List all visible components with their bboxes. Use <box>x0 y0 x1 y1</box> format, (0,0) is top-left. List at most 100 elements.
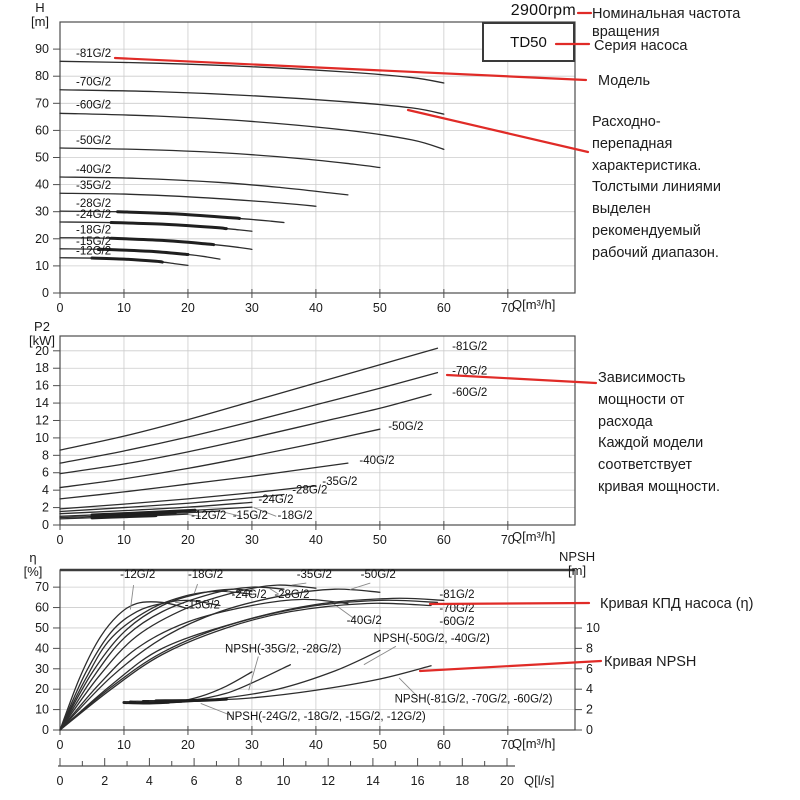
svg-text:20: 20 <box>35 682 49 696</box>
svg-text:70: 70 <box>35 96 49 110</box>
svg-text:-15G/2: -15G/2 <box>76 236 111 248</box>
svg-text:-18G/2: -18G/2 <box>278 510 313 522</box>
svg-text:90: 90 <box>35 42 49 56</box>
svg-text:70: 70 <box>501 301 515 315</box>
svg-text:30: 30 <box>35 662 49 676</box>
svg-text:-24G/2: -24G/2 <box>231 589 266 601</box>
svg-text:50: 50 <box>35 151 49 165</box>
svg-text:60: 60 <box>437 738 451 752</box>
callout-power-note: Зависимость мощности от расхода Каждой м… <box>598 370 721 495</box>
svg-text:12: 12 <box>35 413 49 427</box>
svg-text:20: 20 <box>181 301 195 315</box>
svg-text:[m]: [m] <box>568 563 586 578</box>
callout-series-label: Серия насоса <box>594 38 688 54</box>
svg-text:0: 0 <box>586 723 593 737</box>
svg-text:-35G/2: -35G/2 <box>297 569 332 581</box>
svg-text:-60G/2: -60G/2 <box>439 616 474 628</box>
svg-text:NPSH: NPSH <box>559 549 595 564</box>
svg-text:-35G/2: -35G/2 <box>322 476 357 488</box>
svg-text:NPSH(-24G/2, -18G/2, -15G/2, -: NPSH(-24G/2, -18G/2, -15G/2, -12G/2) <box>226 711 426 723</box>
svg-text:70: 70 <box>501 533 515 547</box>
svg-text:50: 50 <box>373 533 387 547</box>
svg-text:[kW]: [kW] <box>29 333 55 348</box>
svg-text:-50G/2: -50G/2 <box>76 135 111 147</box>
svg-text:18: 18 <box>35 361 49 375</box>
svg-text:8: 8 <box>42 448 49 462</box>
svg-text:NPSH(-35G/2, -28G/2): NPSH(-35G/2, -28G/2) <box>225 643 341 655</box>
svg-text:70: 70 <box>501 738 515 752</box>
svg-text:60: 60 <box>437 533 451 547</box>
svg-text:6: 6 <box>586 662 593 676</box>
svg-text:10: 10 <box>117 738 131 752</box>
svg-text:10: 10 <box>35 703 49 717</box>
svg-text:-12G/2: -12G/2 <box>120 569 155 581</box>
svg-text:-50G/2: -50G/2 <box>361 569 396 581</box>
svg-text:18: 18 <box>455 774 469 788</box>
svg-text:0: 0 <box>57 774 64 788</box>
svg-text:4: 4 <box>146 774 153 788</box>
callout-rpm-label: Номинальная частота вращения <box>592 6 741 41</box>
svg-text:-60G/2: -60G/2 <box>452 387 487 399</box>
svg-text:40: 40 <box>309 738 323 752</box>
svg-text:10: 10 <box>277 774 291 788</box>
svg-text:20: 20 <box>35 344 49 358</box>
svg-text:50: 50 <box>373 738 387 752</box>
svg-text:30: 30 <box>245 301 259 315</box>
svg-text:Q[m³/h]: Q[m³/h] <box>512 529 555 544</box>
svg-text:0: 0 <box>57 738 64 752</box>
svg-text:-70G/2: -70G/2 <box>452 365 487 377</box>
svg-text:P2: P2 <box>34 319 50 334</box>
svg-text:30: 30 <box>245 533 259 547</box>
svg-text:60: 60 <box>35 123 49 137</box>
svg-text:Q[l/s]: Q[l/s] <box>524 773 554 788</box>
svg-text:30: 30 <box>245 738 259 752</box>
series-name: TD50 <box>510 33 547 51</box>
svg-text:12: 12 <box>321 774 335 788</box>
svg-text:-70G/2: -70G/2 <box>439 603 474 615</box>
callout-model-label: Модель <box>598 73 651 89</box>
svg-text:6: 6 <box>191 774 198 788</box>
svg-text:50: 50 <box>373 301 387 315</box>
svg-text:20: 20 <box>35 232 49 246</box>
svg-text:10: 10 <box>35 431 49 445</box>
callout-efficiency-label: Кривая КПД насоса (η) <box>600 596 754 612</box>
svg-text:-12G/2: -12G/2 <box>76 246 111 258</box>
svg-text:0: 0 <box>57 533 64 547</box>
svg-text:-18G/2: -18G/2 <box>76 225 111 237</box>
svg-text:20: 20 <box>181 533 195 547</box>
svg-text:40: 40 <box>309 533 323 547</box>
svg-text:50: 50 <box>35 621 49 635</box>
svg-text:-24G/2: -24G/2 <box>76 209 111 221</box>
svg-text:Q[m³/h]: Q[m³/h] <box>512 736 555 751</box>
callout-hq-note: Расходно- перепадная характеристика. Тол… <box>592 114 721 261</box>
svg-text:70: 70 <box>35 580 49 594</box>
svg-text:-81G/2: -81G/2 <box>439 589 474 601</box>
svg-text:NPSH(-81G/2, -70G/2, -60G/2): NPSH(-81G/2, -70G/2, -60G/2) <box>395 693 553 705</box>
svg-text:80: 80 <box>35 69 49 83</box>
svg-text:-12G/2: -12G/2 <box>191 510 226 522</box>
svg-text:-50G/2: -50G/2 <box>388 421 423 433</box>
svg-text:-81G/2: -81G/2 <box>452 341 487 353</box>
svg-text:-40G/2: -40G/2 <box>359 455 394 467</box>
svg-text:20: 20 <box>181 738 195 752</box>
svg-text:4: 4 <box>42 483 49 497</box>
svg-text:30: 30 <box>35 205 49 219</box>
svg-text:10: 10 <box>117 301 131 315</box>
svg-text:40: 40 <box>35 641 49 655</box>
svg-text:-60G/2: -60G/2 <box>76 100 111 112</box>
svg-text:40: 40 <box>35 178 49 192</box>
svg-text:2: 2 <box>42 501 49 515</box>
svg-text:4: 4 <box>586 682 593 696</box>
svg-text:-28G/2: -28G/2 <box>292 485 327 497</box>
svg-text:60: 60 <box>437 301 451 315</box>
series-box: TD50 <box>482 22 575 62</box>
svg-text:[%]: [%] <box>24 564 43 579</box>
svg-text:-40G/2: -40G/2 <box>76 164 111 176</box>
svg-text:2: 2 <box>101 774 108 788</box>
svg-text:10: 10 <box>35 259 49 273</box>
svg-text:-81G/2: -81G/2 <box>76 48 111 60</box>
svg-text:40: 40 <box>309 301 323 315</box>
svg-text:10: 10 <box>586 621 600 635</box>
svg-text:-28G/2: -28G/2 <box>76 198 111 210</box>
